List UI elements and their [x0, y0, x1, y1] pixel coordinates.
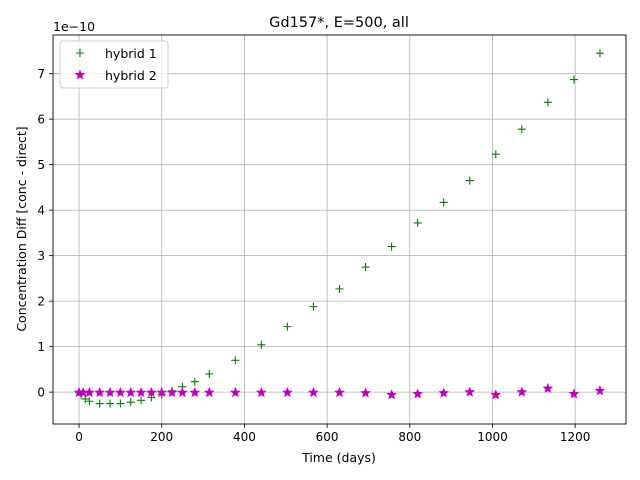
- y-axis-label: Concentration Diff [conc - direct]: [14, 126, 29, 331]
- legend-markers: [74, 49, 86, 80]
- data-point-series-2: [438, 387, 450, 398]
- data-point-series-1: [491, 150, 500, 159]
- y-tick-label: 3: [37, 249, 45, 263]
- data-point-series-1: [309, 302, 318, 311]
- data-point-series-2: [386, 389, 397, 400]
- data-point-series-2: [490, 389, 502, 400]
- data-point-series-2: [189, 386, 201, 398]
- data-point-series-2: [156, 386, 168, 398]
- data-point-series-2: [464, 386, 476, 397]
- data-point-series-2: [256, 386, 267, 398]
- data-point-series-2: [203, 386, 215, 398]
- data-point-series-2: [568, 388, 580, 399]
- data-point-series-2: [229, 386, 241, 398]
- y-offset-label: 1e−10: [53, 19, 95, 34]
- data-point-series-1: [439, 198, 448, 207]
- legend: hybrid 1 hybrid 2: [59, 40, 169, 89]
- legend-label-hybrid-2: hybrid 2: [105, 68, 157, 83]
- data-point-series-1: [85, 397, 94, 406]
- y-tick-label: 4: [37, 204, 45, 218]
- data-point-series-1: [205, 369, 214, 378]
- data-point-series-2: [334, 386, 345, 398]
- data-point-series-2: [166, 386, 178, 398]
- data-point-series-1: [106, 399, 115, 408]
- data-point-series-1: [190, 377, 199, 386]
- data-point-series-1: [335, 284, 344, 293]
- data-point-series-2: [282, 386, 293, 398]
- data-point-series-2: [360, 387, 371, 398]
- x-axis-ticks: 0 200 400 600 800 1000 1200: [75, 424, 590, 444]
- x-tick-label: 600: [316, 430, 339, 444]
- data-marks: [73, 49, 606, 408]
- data-point-series-2: [104, 386, 116, 398]
- data-point-series-2: [594, 385, 606, 396]
- data-point-series-2: [542, 382, 554, 394]
- y-tick-label: 5: [37, 158, 45, 172]
- plot-frame: [52, 34, 627, 425]
- data-point-series-1: [595, 49, 604, 58]
- data-point-series-2: [135, 386, 147, 398]
- x-tick-label: 200: [150, 430, 173, 444]
- y-axis-ticks: 0 1 2 3 4 5 6 7: [37, 67, 53, 400]
- y-tick-label: 2: [37, 295, 45, 309]
- data-point-series-1: [257, 340, 266, 349]
- data-point-series-2: [125, 386, 137, 398]
- data-point-series-2: [84, 386, 95, 398]
- data-point-series-1: [361, 263, 370, 272]
- x-axis-label: Time (days): [301, 450, 376, 465]
- x-tick-label: 1200: [560, 430, 591, 444]
- data-point-series-1: [137, 396, 146, 405]
- data-point-series-2: [115, 386, 126, 398]
- legend-marker-hybrid-1: [76, 49, 84, 57]
- data-point-series-1: [387, 242, 396, 251]
- y-tick-label: 6: [37, 113, 45, 127]
- data-point-series-1: [126, 398, 135, 407]
- data-point-series-1: [517, 125, 526, 134]
- x-tick-label: 400: [233, 430, 256, 444]
- legend-label-hybrid-1: hybrid 1: [105, 46, 157, 61]
- data-point-series-1: [465, 176, 474, 185]
- data-point-series-2: [94, 386, 106, 398]
- chart-title: Gd157*, E=500, all: [269, 15, 409, 31]
- data-point-series-2: [146, 386, 157, 398]
- data-point-series-1: [116, 399, 125, 408]
- data-point-series-2: [516, 386, 528, 397]
- data-point-series-2: [308, 386, 319, 398]
- legend-marker-hybrid-2: [74, 69, 86, 80]
- data-point-series-2: [412, 388, 423, 399]
- y-tick-label: 7: [37, 67, 45, 81]
- legend-box: [59, 40, 169, 89]
- data-point-series-1: [95, 399, 104, 408]
- data-point-series-2: [177, 386, 188, 398]
- x-tick-label: 1000: [477, 430, 508, 444]
- data-point-series-1: [569, 75, 578, 84]
- data-point-series-1: [543, 98, 552, 107]
- x-tick-label: 800: [398, 430, 421, 444]
- data-point-series-1: [283, 322, 292, 331]
- y-tick-label: 1: [37, 340, 45, 354]
- y-tick-label: 0: [37, 386, 45, 400]
- x-tick-label: 0: [75, 430, 83, 444]
- data-point-series-1: [231, 356, 240, 365]
- data-point-series-1: [413, 218, 422, 227]
